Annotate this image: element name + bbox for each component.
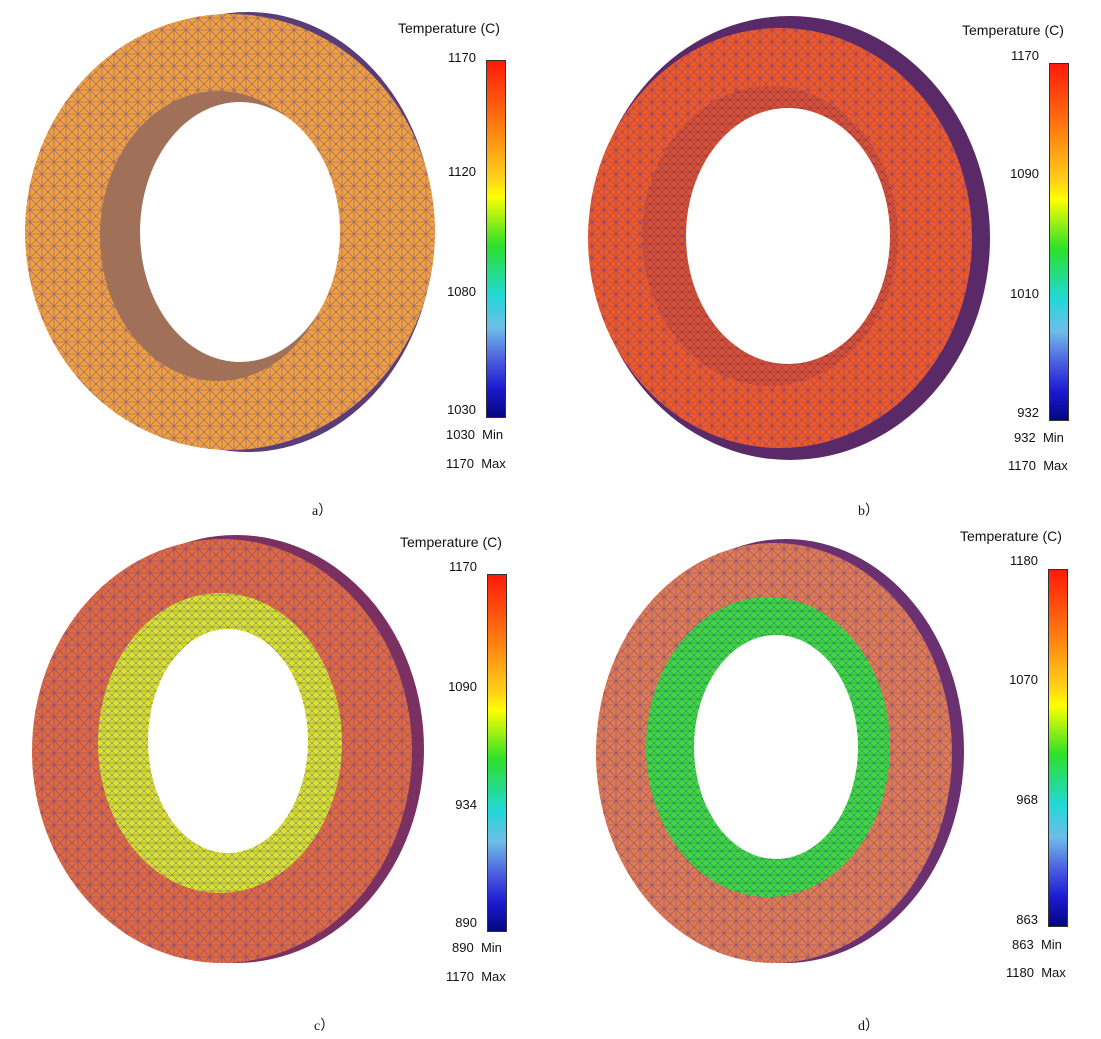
min-label: Min (1042, 430, 1064, 445)
colorbar-tick: 934 (455, 797, 477, 812)
min-readout: 932 Min (1014, 430, 1064, 445)
panel-caption: b） (858, 504, 879, 519)
max-value: 1170 (446, 969, 474, 984)
max-readout: 1180 Max (1006, 965, 1066, 980)
min-value: 932 (1014, 430, 1036, 445)
min-readout: 1030 Min (446, 427, 503, 442)
max-value: 1180 (1006, 965, 1034, 980)
max-readout: 1170 Max (446, 456, 506, 471)
colorbar-tick: 1090 (448, 679, 477, 694)
max-label: Max (481, 969, 506, 984)
temperature-colorbar (1048, 569, 1068, 927)
gear-model-d (596, 539, 964, 963)
min-value: 890 (452, 940, 474, 955)
gear-model-b (588, 16, 990, 460)
max-label: Max (481, 456, 506, 471)
min-label: Min (1040, 937, 1062, 952)
colorbar-tick: 1070 (1009, 672, 1038, 687)
panel-caption: d） (858, 1019, 879, 1034)
gear-model-c (32, 535, 424, 963)
colorbar-tick: 1170 (1011, 48, 1039, 63)
colorbar-tick: 1090 (1010, 166, 1039, 181)
legend-title: Temperature (C) (962, 22, 1064, 38)
max-readout: 1170 Max (446, 969, 506, 984)
colorbar-tick: 1010 (1010, 286, 1039, 301)
max-value: 1170 (1008, 458, 1036, 473)
min-value: 863 (1012, 937, 1034, 952)
temperature-colorbar (1049, 63, 1069, 421)
gear-model-a (25, 12, 435, 452)
colorbar-tick: 1030 (447, 402, 476, 417)
panel-a: Temperature (C) 1170 1120 1080 1030 1030… (0, 0, 550, 519)
colorbar-tick: 1170 (448, 50, 476, 65)
max-label: Max (1041, 965, 1066, 980)
temperature-colorbar (487, 574, 507, 932)
colorbar-tick: 863 (1016, 912, 1038, 927)
max-value: 1170 (446, 456, 474, 471)
colorbar-tick: 1080 (447, 284, 476, 299)
temperature-colorbar (486, 60, 506, 418)
panel-d: Temperature (C) 1180 1070 968 863 863 Mi… (550, 519, 1100, 1038)
min-label: Min (482, 427, 504, 442)
panel-caption: c） (314, 1019, 335, 1034)
panel-b: Temperature (C) 1170 1090 1010 932 932 M… (550, 0, 1100, 519)
legend-title: Temperature (C) (400, 534, 502, 550)
colorbar-tick: 968 (1016, 792, 1038, 807)
colorbar-tick: 1180 (1010, 553, 1038, 568)
min-value: 1030 (446, 427, 475, 442)
min-readout: 863 Min (1012, 937, 1062, 952)
panel-c: Temperature (C) 1170 1090 934 890 890 Mi… (0, 519, 550, 1038)
colorbar-tick: 890 (455, 915, 477, 930)
legend-title: Temperature (C) (398, 20, 500, 36)
panel-caption: a） (312, 504, 333, 519)
colorbar-tick: 1120 (448, 164, 476, 179)
colorbar-tick: 1170 (449, 559, 477, 574)
min-label: Min (480, 940, 502, 955)
max-label: Max (1043, 458, 1068, 473)
legend-title: Temperature (C) (960, 528, 1062, 544)
max-readout: 1170 Max (1008, 458, 1068, 473)
min-readout: 890 Min (452, 940, 502, 955)
colorbar-tick: 932 (1017, 405, 1039, 420)
